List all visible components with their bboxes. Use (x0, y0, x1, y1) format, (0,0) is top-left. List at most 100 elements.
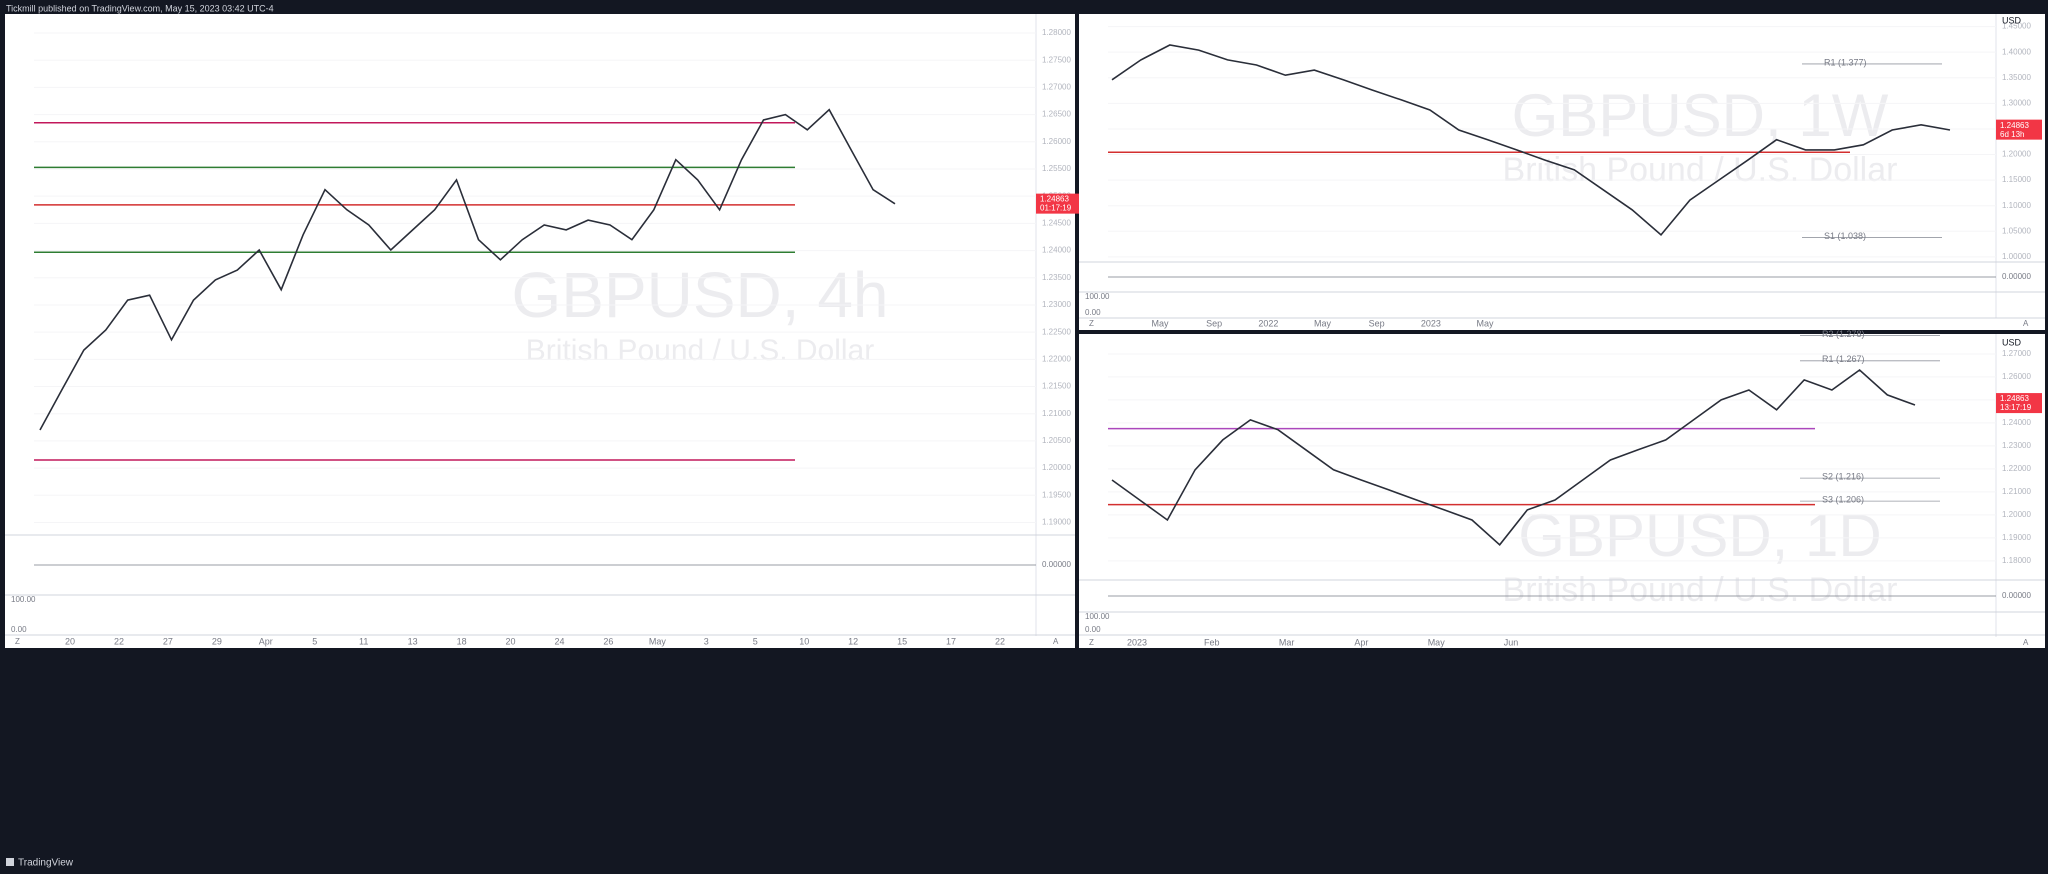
footer-brand: TradingView (18, 858, 74, 869)
x-tick-label: 22 (995, 636, 1005, 646)
y-tick-label: 1.24000 (2002, 418, 2031, 427)
watermark-description: British Pound / U.S. Dollar (1503, 151, 1898, 189)
x-tick-label: 5 (753, 636, 758, 646)
x-tick-label: May (1314, 318, 1332, 328)
price-line (1111, 368, 1916, 546)
currency-label: USD (2002, 15, 2022, 25)
watermark-symbol: GBPUSD, 1D (1518, 502, 1881, 569)
y-tick-label: 1.23500 (1042, 273, 1071, 282)
x-tick-label: 26 (603, 636, 613, 646)
brand-icon (6, 858, 14, 866)
price-tag-countdown: 13:17:19 (2000, 403, 2032, 412)
y-tick-label: 1.26500 (1042, 110, 1071, 119)
price-tag (1996, 119, 2042, 140)
x-tick-label: 17 (946, 636, 956, 646)
auto-button[interactable]: A (1053, 637, 1059, 646)
y-tick-label: 1.26000 (2002, 372, 2031, 381)
y-tick-label: 1.22000 (2002, 464, 2031, 473)
price-tag (1996, 393, 2042, 414)
y-tick-label: 1.19500 (1042, 490, 1071, 499)
y-tick-label: 1.20000 (1042, 463, 1071, 472)
y-tick-label: 1.20000 (2002, 150, 2031, 159)
pivot-label: R1 (1.267) (1822, 354, 1865, 364)
osc-label: 0.00000 (1042, 560, 1071, 569)
y-tick-label: 1.21500 (1042, 382, 1071, 391)
price-line (39, 108, 896, 431)
y-tick-label: 1.24000 (1042, 246, 1071, 255)
scale-button[interactable]: Z (1089, 319, 1094, 328)
y-tick-label: 1.23000 (1042, 300, 1071, 309)
x-tick-label: 2022 (1258, 318, 1278, 328)
price-tag-countdown: 01:17:19 (1040, 204, 1072, 213)
header-title: Tickmill published on TradingView.com, M… (6, 3, 274, 13)
y-tick-label: 1.27000 (1042, 83, 1071, 92)
y-tick-label: 1.45000 (2002, 22, 2031, 31)
x-tick-label: 24 (554, 636, 564, 646)
x-tick-label: 11 (359, 636, 368, 646)
x-tick-label: Sep (1206, 318, 1222, 328)
pivot-label: S2 (1.216) (1822, 471, 1864, 481)
y-tick-label: 1.22000 (1042, 354, 1071, 363)
y-tick-label: 1.00000 (2002, 252, 2031, 261)
osc-label: 100.00 (1085, 612, 1110, 621)
y-tick-label: 1.23000 (2002, 441, 2031, 450)
scale-button[interactable]: Z (15, 637, 20, 646)
price-tag-countdown: 6d 13h (2000, 130, 2024, 139)
pivot-label: R2 (1.278) (1822, 329, 1865, 339)
x-tick-label: Apr (1354, 637, 1368, 647)
y-tick-label: 1.10000 (2002, 201, 2031, 210)
y-tick-label: 1.24500 (1042, 218, 1071, 227)
y-tick-label: 1.30000 (2002, 98, 2031, 107)
price-tag-label: 1.24863 (2000, 394, 2029, 403)
x-tick-label: 27 (163, 636, 173, 646)
x-tick-label: May (1476, 318, 1494, 328)
watermark-symbol: GBPUSD, 1W (1512, 82, 1889, 149)
x-tick-label: 10 (799, 636, 809, 646)
osc-label: 0.00000 (2002, 272, 2031, 281)
y-tick-label: 1.35000 (2002, 73, 2031, 82)
y-tick-label: 1.22500 (1042, 327, 1071, 336)
panel-background (5, 14, 1075, 648)
osc-label: 0.00 (1085, 308, 1101, 317)
x-tick-label: May (1428, 637, 1446, 647)
x-tick-label: 20 (65, 636, 75, 646)
price-tag-label: 1.24863 (1040, 195, 1069, 204)
osc-label: 0.00 (1085, 625, 1101, 634)
x-tick-label: Mar (1279, 637, 1295, 647)
watermark-description: British Pound / U.S. Dollar (526, 334, 874, 367)
osc-label: 0.00000 (2002, 591, 2031, 600)
y-tick-label: 1.40000 (2002, 47, 2031, 56)
y-tick-label: 1.27000 (2002, 349, 2031, 358)
watermark-symbol: GBPUSD, 4h (511, 259, 888, 331)
y-tick-label: 1.05000 (2002, 226, 2031, 235)
x-tick-label: 2023 (1127, 637, 1147, 647)
x-tick-label: 13 (408, 636, 418, 646)
x-tick-label: 5 (312, 636, 317, 646)
x-tick-label: May (1151, 318, 1169, 328)
auto-button[interactable]: A (2023, 319, 2029, 328)
x-tick-label: Apr (259, 636, 273, 646)
y-tick-label: 1.19000 (1042, 518, 1071, 527)
x-tick-label: 29 (212, 636, 222, 646)
osc-label: 100.00 (1085, 292, 1110, 301)
x-tick-label: 2023 (1421, 318, 1441, 328)
scale-button[interactable]: Z (1089, 638, 1094, 647)
y-tick-label: 1.28000 (1042, 28, 1071, 37)
x-tick-label: May (649, 636, 667, 646)
currency-label: USD (2002, 337, 2022, 347)
osc-label: 0.00 (11, 625, 27, 634)
x-tick-label: 12 (848, 636, 858, 646)
price-tag-label: 1.24863 (2000, 121, 2029, 130)
auto-button[interactable]: A (2023, 638, 2029, 647)
y-tick-label: 1.26000 (1042, 137, 1071, 146)
price-line (1111, 44, 1951, 237)
x-tick-label: 22 (114, 636, 124, 646)
pivot-label: S3 (1.206) (1822, 494, 1864, 504)
pivot-label: R1 (1.377) (1824, 57, 1867, 67)
y-tick-label: 1.21000 (2002, 487, 2031, 496)
x-tick-label: Jun (1504, 637, 1519, 647)
y-tick-label: 1.15000 (2002, 175, 2031, 184)
